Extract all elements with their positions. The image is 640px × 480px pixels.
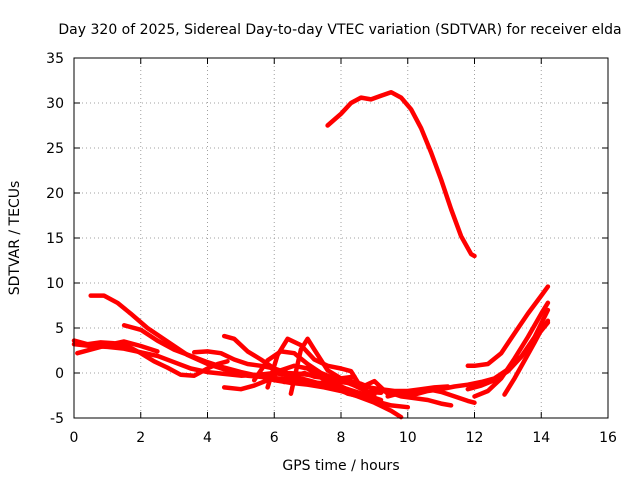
y-tick-label: 10 — [46, 276, 64, 292]
y-tick-label: 15 — [46, 231, 64, 247]
series-line-6 — [75, 339, 160, 356]
series-line-17 — [472, 300, 551, 399]
y-tick-label: 20 — [46, 186, 64, 202]
x-axis-label: GPS time / hours — [282, 458, 399, 474]
series-line-13 — [288, 336, 357, 396]
series-line-5 — [71, 338, 230, 378]
x-tick-label: 6 — [270, 430, 279, 446]
y-tick-label: 30 — [46, 96, 64, 112]
series-line-16 — [465, 284, 551, 369]
y-tick-label: 35 — [46, 51, 64, 67]
x-tick-label: 4 — [203, 430, 212, 446]
y-tick-label: 25 — [46, 141, 64, 157]
series-line-11 — [265, 336, 344, 390]
series-line-18 — [465, 307, 551, 392]
x-tick-label: 14 — [532, 430, 550, 446]
series-line-19 — [502, 318, 551, 397]
x-tick-label: 10 — [399, 430, 417, 446]
series-line-9 — [221, 363, 377, 399]
series-line-1 — [325, 89, 477, 259]
grid — [74, 58, 608, 418]
y-tick-label: -5 — [50, 411, 64, 427]
chart-title: Day 320 of 2025, Sidereal Day-to-day VTE… — [58, 22, 621, 38]
y-tick-label: 0 — [55, 366, 64, 382]
x-tick-label: 12 — [466, 430, 484, 446]
series-group — [71, 89, 551, 420]
x-tick-label: 16 — [599, 430, 617, 446]
x-tick-label: 2 — [136, 430, 145, 446]
axis-ticks: 0 2 4 6 8 10 12 14 16 -5 0 5 10 15 20 25 30 35 — [46, 51, 617, 446]
series-line-15 — [385, 386, 477, 405]
x-tick-label: 8 — [337, 430, 346, 446]
y-axis-label: SDTVAR / TECUs — [7, 181, 23, 296]
x-tick-label: 0 — [70, 430, 79, 446]
y-tick-label: 5 — [55, 321, 64, 337]
